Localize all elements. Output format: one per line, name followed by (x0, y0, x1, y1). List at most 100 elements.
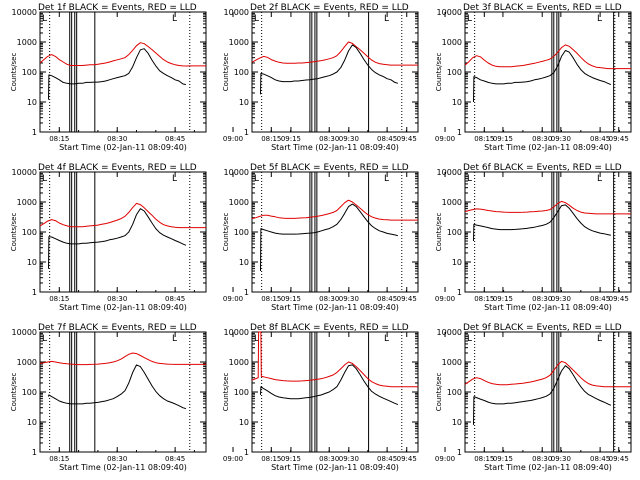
y-tick-label: 1000 (442, 198, 462, 207)
y-tick-label: 100 (22, 68, 37, 77)
y-tick-label: 10000 (224, 168, 249, 177)
x-tick-label: 08:45 (590, 135, 610, 143)
plot-frame (464, 331, 632, 453)
plot-frame (251, 331, 419, 453)
x-tick-label: 09:00 (435, 455, 455, 463)
y-tick-label: 1000 (229, 198, 249, 207)
y-tick-label: 10000 (12, 168, 37, 177)
series-events-line (260, 364, 399, 406)
x-tick-label: 08:30 (532, 135, 552, 143)
series-lld-line (464, 44, 631, 70)
y-tick-label: 1 (244, 288, 249, 297)
y-tick-label: 1000 (17, 358, 37, 367)
y-tick-label: 10 (239, 258, 249, 267)
x-tick-label: 08:15 (49, 455, 69, 463)
y-axis-label: Counts/sec (222, 213, 230, 252)
x-tick-label: 09:15 (493, 455, 513, 463)
y-tick-label: 1000 (229, 38, 249, 47)
plot-frame (39, 11, 207, 133)
y-tick-label: 1000 (442, 38, 462, 47)
y-tick-label: 100 (447, 228, 462, 237)
panel-det-8: Det 8f BLACK = Events, RED = LLD11010010… (222, 323, 629, 472)
corner-mark-left: L (467, 174, 472, 184)
x-tick-label: 09:45 (397, 295, 417, 303)
corner-mark-right: L (172, 334, 177, 344)
panel-title: Det 2f BLACK = Events, RED = LLD (250, 3, 409, 13)
y-axis-label: Counts/sec (222, 373, 230, 412)
plot-frame (464, 11, 632, 133)
panel-det-6: Det 6f BLACK = Events, RED = LLD 1 10 100 10… (435, 163, 632, 312)
y-tick-label: 10 (27, 98, 37, 107)
y-tick-label: 10 (452, 418, 462, 427)
plot-frame (39, 171, 207, 293)
x-tick-label: 09:30 (339, 295, 359, 303)
x-tick-label: 08:15 (261, 135, 281, 143)
x-axis-label: Start Time (02-Jan-11 08:09:40) (484, 303, 612, 312)
x-tick-label: 09:00 (223, 455, 243, 463)
x-tick-label: 09:30 (551, 135, 571, 143)
corner-mark-left: L (254, 334, 259, 344)
x-tick-label: 08:30 (532, 295, 552, 303)
panel-title: Det 4f BLACK = Events, RED = LLD (38, 163, 197, 173)
x-tick-label: 08:15 (474, 455, 494, 463)
x-tick-label: 08:45 (377, 135, 397, 143)
panel-title: Det 3f BLACK = Events, RED = LLD (463, 3, 622, 13)
series-lld-line (251, 199, 418, 221)
x-axis-label: Start Time (02-Jan-11 08:09:40) (271, 463, 399, 472)
y-tick-label: 1000 (229, 358, 249, 367)
y-axis-label: Counts/sec (10, 53, 18, 92)
x-tick-label: 09:30 (551, 455, 571, 463)
y-tick-label: 10000 (437, 168, 462, 177)
corner-mark-left: L (42, 174, 47, 184)
x-tick-label: 08:30 (107, 295, 127, 303)
plot-frame (251, 11, 419, 133)
panel-det-9: Det 9f BLACK = Events, RED = LLD 1 10 100 10… (435, 323, 632, 472)
series-events-line (473, 204, 611, 242)
y-tick-label: 1000 (442, 358, 462, 367)
x-tick-label: 08:30 (319, 135, 339, 143)
series-events-line (48, 208, 187, 269)
y-tick-label: 10000 (12, 328, 37, 337)
y-axis-label: Counts/sec (10, 213, 18, 252)
y-tick-label: 100 (234, 68, 249, 77)
x-axis-label: Start Time (02-Jan-11 08:09:40) (59, 303, 187, 312)
corner-mark-left: L (42, 14, 47, 24)
y-tick-label: 10 (452, 98, 462, 107)
y-tick-label: 10000 (437, 8, 462, 17)
x-tick-label: 09:15 (493, 135, 513, 143)
x-tick-label: 09:30 (339, 455, 359, 463)
x-tick-label: 09:30 (551, 295, 571, 303)
x-axis-label: Start Time (02-Jan-11 08:09:40) (59, 143, 187, 152)
corner-mark-left: L (254, 174, 259, 184)
plot-frame (464, 171, 632, 293)
series-lld-line (39, 352, 206, 366)
panel-title: Det 9f BLACK = Events, RED = LLD (463, 323, 622, 333)
series-events-line (48, 364, 187, 410)
y-tick-label: 1000 (17, 38, 37, 47)
x-tick-label: 08:45 (165, 455, 185, 463)
panel-det-5: Det 5f BLACK = Events, RED = LLD 1 10 100 10… (222, 163, 629, 312)
panel-title: Det 6f BLACK = Events, RED = LLD (463, 163, 622, 173)
panel-title: Det 5f BLACK = Events, RED = LLD (250, 163, 409, 173)
corner-mark-right: L (597, 334, 602, 344)
panel-det-4: Det 4f BLACK = Events, RED = LLD11010010… (10, 163, 417, 312)
y-tick-label: 10000 (12, 8, 37, 17)
y-axis-label: Counts/sec (222, 53, 230, 92)
corner-mark-right: L (172, 174, 177, 184)
x-tick-label: 09:00 (435, 135, 455, 143)
x-tick-label: 09:30 (339, 135, 359, 143)
y-tick-label: 1 (244, 448, 249, 457)
series-lld-line (464, 200, 631, 215)
series-events-line (48, 48, 187, 100)
x-tick-label: 08:30 (107, 455, 127, 463)
x-axis-label: Start Time (02-Jan-11 08:09:40) (271, 143, 399, 152)
corner-mark-right: L (597, 14, 602, 24)
series-events-line (260, 203, 399, 272)
y-tick-label: 100 (234, 388, 249, 397)
x-tick-label: 09:00 (223, 295, 243, 303)
panel-det-3: Det 3f BLACK = Events, RED = LLD 1 10 100 10… (435, 3, 632, 152)
x-tick-label: 08:45 (590, 455, 610, 463)
x-tick-label: 09:15 (281, 455, 301, 463)
x-tick-label: 08:15 (261, 455, 281, 463)
x-tick-label: 08:45 (377, 455, 397, 463)
